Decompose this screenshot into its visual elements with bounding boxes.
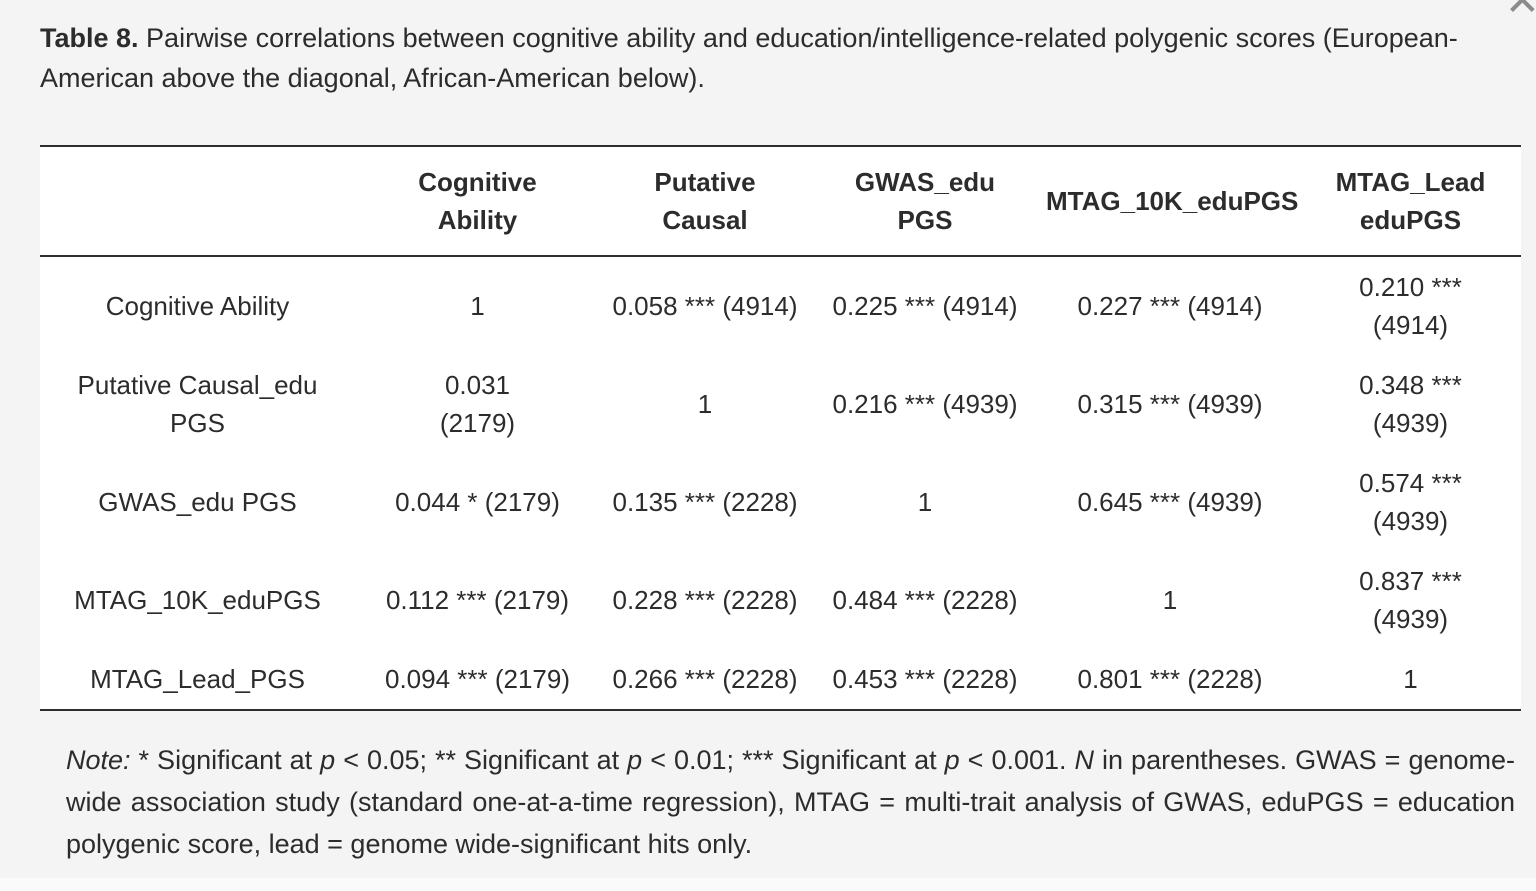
correlation-cell: 0.315 *** (4939) xyxy=(1077,389,1263,419)
correlation-cell: 1 xyxy=(1162,585,1178,615)
row-label: GWAS_edu PGS xyxy=(98,487,297,517)
note-text: < 0.05; ** Significant at xyxy=(335,745,628,775)
note-text: < 0.001. xyxy=(959,745,1075,775)
table-row: MTAG_Lead_PGS 0.094 *** (2179) 0.266 *** (… xyxy=(40,649,1521,710)
correlation-cell: 0.574 *** (4939) xyxy=(1359,468,1462,536)
correlation-cell: 0.453 *** (2228) xyxy=(832,664,1018,694)
correlation-cell: 0.227 *** (4914) xyxy=(1077,291,1263,321)
correlation-cell: 0.044 * (2179) xyxy=(395,487,560,517)
corner-cell xyxy=(40,146,355,257)
close-icon[interactable]: ✕ xyxy=(1504,0,1536,24)
table-row: Putative Causal_edu PGS 0.031 (2179) 1 0.21… xyxy=(40,355,1521,453)
bottom-band xyxy=(0,878,1536,891)
note-italic-text: p xyxy=(320,745,336,775)
correlation-cell: 0.837 *** (4939) xyxy=(1359,566,1462,634)
table-row: MTAG_10K_eduPGS 0.112 *** (2179) 0.228 ***… xyxy=(40,551,1521,649)
row-label: MTAG_Lead_PGS xyxy=(90,664,305,694)
correlation-cell: 0.225 *** (4914) xyxy=(832,291,1018,321)
correlation-cell: 0.801 *** (2228) xyxy=(1077,664,1263,694)
column-header: GWAS_edu PGS xyxy=(810,146,1040,257)
column-header: Cognitive Ability xyxy=(355,146,600,257)
note-italic-text: Note: xyxy=(66,745,131,775)
correlation-cell: 0.216 *** (4939) xyxy=(832,389,1018,419)
note-italic-text: N xyxy=(1074,745,1095,775)
correlation-cell: 0.135 *** (2228) xyxy=(612,487,798,517)
note-italic-text: p xyxy=(627,745,643,775)
correlation-cell: 0.645 *** (4939) xyxy=(1077,487,1263,517)
correlation-cell: 1 xyxy=(917,487,933,517)
table-note: Note: * Significant at p < 0.05; ** Sign… xyxy=(66,739,1515,865)
table-body: Cognitive Ability 1 0.058 *** (4914) 0.225 … xyxy=(40,256,1521,710)
correlation-cell: 0.094 *** (2179) xyxy=(384,664,571,694)
table-caption-number: Table 8. xyxy=(40,23,139,53)
correlation-cell: 0.112 *** (2179) xyxy=(385,585,570,615)
correlation-cell: 0.484 *** (2228) xyxy=(832,585,1018,615)
correlation-cell: 0.210 *** (4914) xyxy=(1359,272,1462,340)
row-label: Cognitive Ability xyxy=(105,291,290,321)
note-text: in parentheses. GWAS = genome-wide assoc… xyxy=(66,745,1516,859)
column-header: MTAG_Lead eduPGS xyxy=(1300,146,1521,257)
note-italic-text: p xyxy=(944,745,960,775)
column-header: Putative Causal xyxy=(600,146,810,257)
correlation-table: Cognitive Ability Putative Causal GWAS_edu… xyxy=(40,145,1521,711)
column-header: MTAG_10K_eduPGS xyxy=(1040,146,1300,257)
correlation-cell: 0.348 *** (4939) xyxy=(1359,370,1462,438)
row-label: MTAG_10K_eduPGS xyxy=(74,585,321,615)
correlation-cell: 0.228 *** (2228) xyxy=(612,585,798,615)
table-caption-text: Pairwise correlations between cognitive … xyxy=(40,23,1458,93)
table-row: GWAS_edu PGS 0.044 * (2179) 0.135 *** (222… xyxy=(40,453,1521,551)
header-row: Cognitive Ability Putative Causal GWAS_edu… xyxy=(40,146,1521,257)
correlation-cell: 1 xyxy=(470,291,485,321)
table-row: Cognitive Ability 1 0.058 *** (4914) 0.225 … xyxy=(40,256,1521,355)
row-label: Putative Causal_edu PGS xyxy=(77,370,318,438)
note-text: * Significant at xyxy=(130,745,321,775)
note-text: < 0.01; *** Significant at xyxy=(642,745,945,775)
correlation-cell: 1 xyxy=(697,389,713,419)
correlation-cell: 0.058 *** (4914) xyxy=(612,291,798,321)
correlation-cell: 1 xyxy=(1403,664,1418,694)
table-caption: Table 8. Pairwise correlations between c… xyxy=(0,0,1536,98)
correlation-cell: 0.266 *** (2228) xyxy=(612,664,798,694)
correlation-cell: 0.031 (2179) xyxy=(439,370,516,438)
